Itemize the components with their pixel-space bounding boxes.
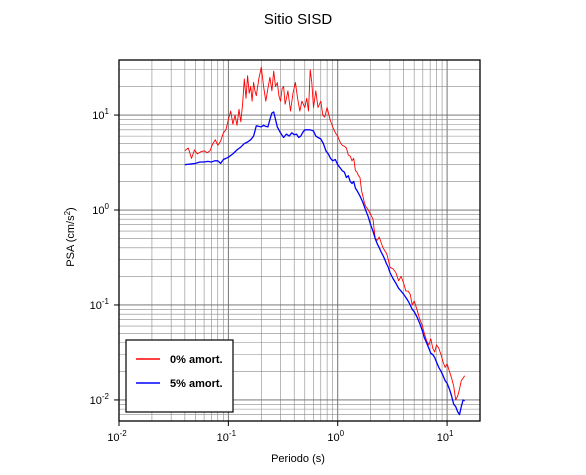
plot-frame [118, 59, 481, 422]
legend-label-0: 0% amort. [170, 354, 223, 366]
grid-lines [118, 60, 481, 422]
y-axis-label-main: PSA (cm/s [65, 215, 77, 267]
y-tick-label: 101 [92, 107, 109, 122]
x-tick-label: 10-2 [107, 429, 127, 444]
y-axis-label-sup: 2 [63, 210, 72, 215]
x-tick-base: 10 [327, 432, 339, 444]
x-tick-label: 101 [437, 429, 454, 444]
y-tick-base: 10 [90, 395, 102, 407]
y-tick-label: 10-2 [90, 392, 110, 407]
y-tick-base: 10 [92, 205, 104, 217]
legend-box [125, 339, 234, 413]
x-tick-label: 100 [327, 429, 344, 444]
legend-label-1: 5% amort. [170, 378, 223, 390]
y-tick-base: 10 [90, 300, 102, 312]
y-axis-label: PSA (cm/s2) [63, 207, 77, 266]
y-tick-exp: 1 [105, 107, 110, 116]
x-tick-base: 10 [437, 432, 449, 444]
x-tick-exp: -2 [120, 429, 128, 438]
x-tick-exp: -1 [229, 429, 237, 438]
y-tick-label: 100 [92, 202, 109, 217]
series-line-0 [184, 66, 466, 401]
y-tick-exp: 0 [105, 202, 110, 211]
x-tick-exp: 0 [340, 429, 345, 438]
series-line-1 [184, 111, 466, 416]
y-tick-exp: -2 [102, 392, 110, 401]
x-tick-label: 10-1 [217, 429, 237, 444]
x-tick-base: 10 [217, 432, 229, 444]
y-axis-label-close: ) [65, 207, 77, 211]
x-tick-base: 10 [107, 432, 119, 444]
y-tick-label: 10-1 [90, 297, 110, 312]
x-axis-label: Periodo (s) [271, 453, 325, 465]
series-lines [184, 66, 466, 416]
x-tick-exp: 1 [449, 429, 454, 438]
chart-title: Sitio SISD [264, 11, 333, 28]
axes [114, 59, 481, 426]
y-tick-base: 10 [92, 110, 104, 122]
y-tick-exp: -1 [102, 297, 110, 306]
legend: 0% amort. 5% amort. [125, 339, 234, 413]
